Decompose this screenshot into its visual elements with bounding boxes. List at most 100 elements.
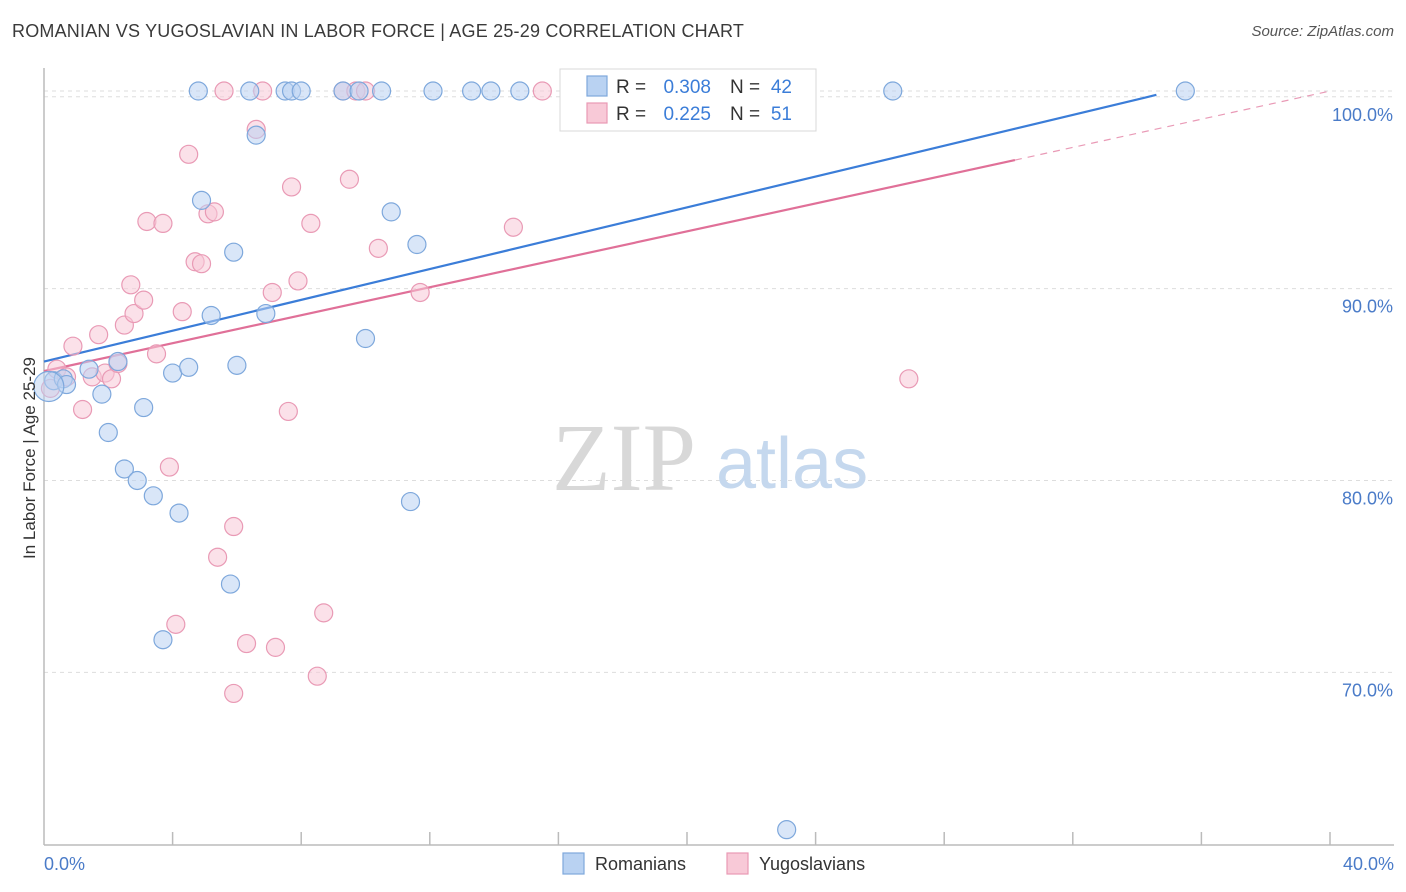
legend-r-label-romanians: R = xyxy=(616,77,646,98)
romanians-point xyxy=(400,491,421,512)
romanians-point xyxy=(79,359,99,379)
yugoslavians-point xyxy=(410,282,430,303)
y-tick-label: 80.0% xyxy=(1342,488,1393,508)
romanians-point xyxy=(355,328,376,349)
romanians-points xyxy=(33,81,1195,840)
legend-swatch-romanians xyxy=(586,75,608,97)
yugoslavians-point xyxy=(121,275,141,295)
romanians-point xyxy=(777,820,797,840)
chart-title: ROMANIAN VS YUGOSLAVIAN IN LABOR FORCE |… xyxy=(12,21,745,41)
correlation-legend: R = 0.308 N = 42 R = 0.225 N = 51 xyxy=(559,68,817,132)
romanians-point xyxy=(201,305,221,326)
yugoslavians-point xyxy=(314,603,334,623)
yugoslavians-point xyxy=(204,202,224,222)
watermark-zip-text: ZIP xyxy=(552,404,696,511)
bottom-legend-label-yugoslavians: Yugoslavians xyxy=(759,854,865,874)
y-tick-label: 100.0% xyxy=(1332,105,1393,125)
romanians-point xyxy=(153,630,173,650)
romanians-point xyxy=(169,503,189,523)
yugoslavians-point xyxy=(503,217,523,237)
romanians-point xyxy=(163,363,183,383)
romanians-point xyxy=(407,234,427,255)
romanians-point xyxy=(179,357,199,377)
yugoslavians-point xyxy=(281,177,302,197)
yugoslavians-point xyxy=(146,344,167,364)
yugoslavians-point xyxy=(236,633,257,654)
yugoslavians-point xyxy=(63,336,83,356)
romanians-point xyxy=(246,125,266,145)
romanians-point xyxy=(1175,81,1195,101)
axes xyxy=(43,68,1394,846)
x-axis-ticks xyxy=(171,832,1331,845)
bottom-legend-swatch-romanians xyxy=(562,852,585,875)
romanians-point xyxy=(240,81,260,101)
yugoslavians-point xyxy=(124,303,144,324)
yugoslavians-point xyxy=(288,271,308,291)
yugoslavians-trend-extension xyxy=(1014,90,1331,161)
yugoslavians-point xyxy=(262,282,282,303)
x-tick-label-min: 0.0% xyxy=(44,854,85,874)
yugoslavians-point xyxy=(166,614,186,634)
x-tick-label-max: 40.0% xyxy=(1343,854,1394,874)
yugoslavians-point xyxy=(368,238,388,258)
yugoslavians-point xyxy=(339,169,360,189)
romanians-point xyxy=(381,202,401,222)
yugoslavians-point xyxy=(72,399,93,420)
series-legend: Romanians Yugoslavians xyxy=(562,852,865,875)
romanians-point xyxy=(883,81,903,101)
yugoslavians-point xyxy=(532,81,552,101)
yugoslavians-point xyxy=(224,516,244,537)
romanians-point xyxy=(291,81,311,101)
yugoslavians-point xyxy=(278,401,298,422)
yugoslavians-point xyxy=(899,369,919,389)
yugoslavians-point xyxy=(224,683,244,704)
romanians-point xyxy=(333,81,353,101)
romanians-point xyxy=(461,81,482,101)
yugoslavians-point xyxy=(191,254,212,274)
grid-lines xyxy=(44,90,1394,673)
watermark: ZIP atlas xyxy=(552,404,868,511)
romanians-point xyxy=(114,459,134,479)
yugoslavians-point xyxy=(265,637,286,657)
romanians-point xyxy=(92,384,112,404)
romanians-point xyxy=(224,242,244,262)
romanians-point xyxy=(371,81,392,101)
legend-n-value-romanians: 42 xyxy=(771,77,792,98)
y-axis-label: In Labor Force | Age 25-29 xyxy=(20,357,39,559)
legend-n-label-romanians: N = xyxy=(730,77,760,98)
romanians-point xyxy=(423,81,443,101)
romanians-trend-line xyxy=(43,93,1157,363)
romanians-point xyxy=(127,470,147,491)
watermark-atlas-text: atlas xyxy=(716,424,868,504)
romanians-point xyxy=(134,397,154,418)
legend-swatch-yugoslavians xyxy=(586,102,608,124)
romanians-point xyxy=(256,303,276,324)
romanians-point xyxy=(220,574,241,594)
yugoslavians-point xyxy=(179,144,199,164)
yugoslavians-point xyxy=(89,325,109,345)
y-tick-label: 70.0% xyxy=(1342,680,1393,700)
bottom-legend-swatch-yugoslavians xyxy=(726,852,749,875)
yugoslavians-point xyxy=(301,213,321,233)
yugoslavians-point xyxy=(307,666,327,686)
romanians-point xyxy=(481,81,501,101)
romanians-point xyxy=(191,190,212,210)
yugoslavians-point xyxy=(137,211,157,232)
romanians-point xyxy=(33,370,65,403)
romanians-point xyxy=(510,81,530,101)
trend-lines xyxy=(43,90,1331,373)
romanians-point xyxy=(227,355,247,375)
chart-source: Source: ZipAtlas.com xyxy=(1251,23,1394,40)
legend-n-label-yugoslavians: N = xyxy=(730,104,760,125)
y-tick-labels: 70.0% 80.0% 90.0% 100.0% xyxy=(1332,105,1393,701)
yugoslavians-point xyxy=(214,81,234,101)
romanians-point xyxy=(98,422,118,443)
romanians-point xyxy=(143,486,163,506)
yugoslavians-point xyxy=(208,547,228,567)
legend-r-value-romanians: 0.308 xyxy=(663,77,711,98)
yugoslavians-trend-line xyxy=(43,159,1016,373)
romanians-point xyxy=(108,351,128,372)
legend-r-label-yugoslavians: R = xyxy=(616,104,646,125)
legend-r-value-yugoslavians: 0.225 xyxy=(663,104,711,125)
